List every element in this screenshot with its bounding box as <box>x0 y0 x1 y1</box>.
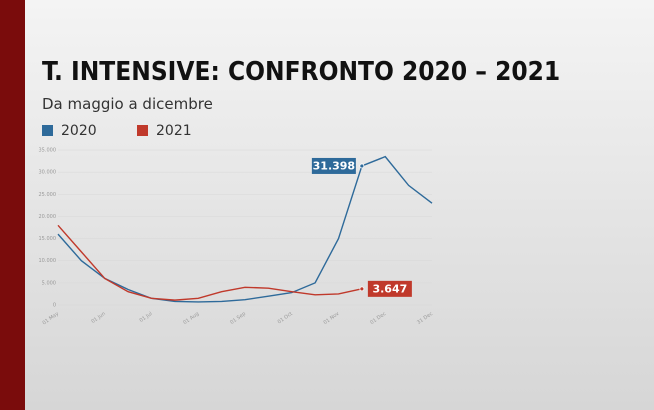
data-label-box <box>311 157 356 174</box>
y-tick-label: 0 <box>53 303 56 309</box>
line-series <box>57 155 433 303</box>
y-tick-label: 30.000 <box>39 170 57 176</box>
chart-subtitle: Da maggio a dicembre <box>42 95 213 113</box>
data-label: 3.647 <box>372 282 407 295</box>
data-point <box>359 163 365 169</box>
data-label: 31.398 <box>313 159 355 172</box>
data-point <box>359 286 365 292</box>
legend-swatch <box>137 125 148 136</box>
y-tick-label: 15.000 <box>39 236 57 242</box>
legend-label: 2021 <box>156 123 192 139</box>
y-tick-label: 10.000 <box>39 258 57 264</box>
line-series <box>57 224 363 301</box>
data-label-box <box>367 280 412 297</box>
y-tick-label: 5.000 <box>42 280 56 286</box>
legend-swatch <box>42 125 53 136</box>
y-tick-label: 35.000 <box>39 148 57 154</box>
chart-title: T. INTENSIVE: CONFRONTO 2020 – 2021 <box>42 57 560 87</box>
side-stripe <box>0 0 25 410</box>
legend-label: 2020 <box>61 123 97 139</box>
y-tick-label: 20.000 <box>39 214 57 220</box>
y-tick-label: 25.000 <box>39 192 57 198</box>
